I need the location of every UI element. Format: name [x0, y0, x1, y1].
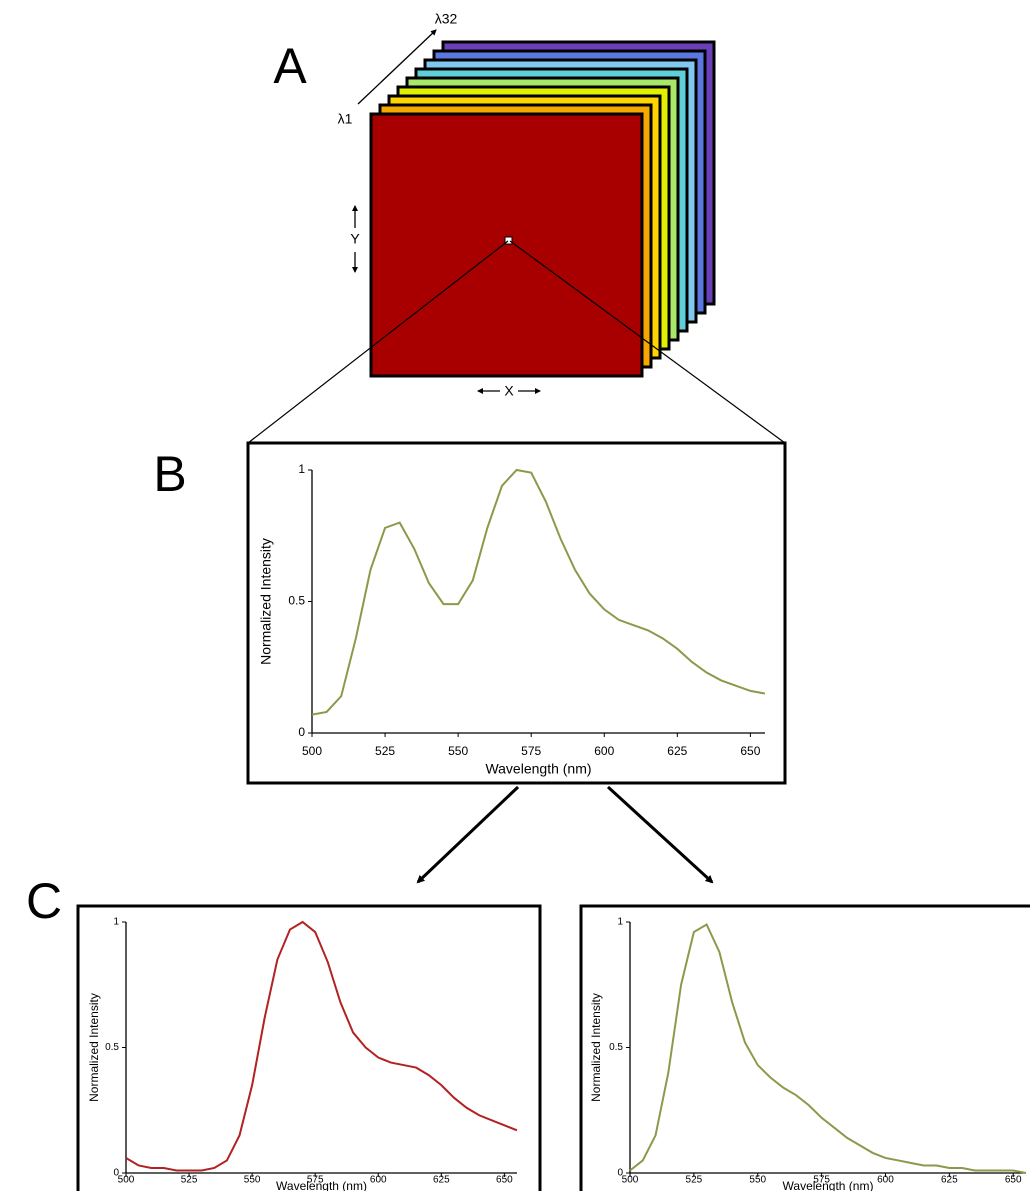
x-tick-label: 525 [375, 744, 395, 758]
x-tick-label: 650 [496, 1175, 513, 1186]
x-tick-label: 650 [740, 744, 760, 758]
x-tick-label: 600 [594, 744, 614, 758]
x-axis-title: Wavelength (nm) [276, 1179, 367, 1191]
pixel [504, 236, 513, 245]
axis-letter: X [504, 383, 514, 399]
x-tick-label: 525 [686, 1175, 703, 1186]
x-tick-label: 650 [1005, 1175, 1022, 1186]
zoom-line [247, 240, 509, 444]
y-tick-label: 0.5 [609, 1042, 623, 1053]
chart-frame [246, 441, 787, 785]
x-tick-label: 500 [118, 1175, 135, 1186]
data-line [125, 920, 518, 1172]
split-arrow [606, 785, 714, 884]
panel-label: B [153, 446, 186, 502]
panel-label: C [26, 873, 62, 929]
lambda-label: λ1 [338, 111, 353, 127]
chart-frame [76, 904, 542, 1191]
x-tick-label: 550 [749, 1175, 766, 1186]
front-image [369, 112, 644, 378]
data-line [311, 468, 766, 716]
y-tick-label: 1 [113, 917, 119, 928]
chart-frame [579, 904, 1030, 1191]
panel-label: A [273, 38, 307, 94]
lambda-label: λ32 [435, 11, 458, 27]
x-axis-title: Wavelength (nm) [783, 1179, 874, 1191]
x-tick-label: 600 [877, 1175, 894, 1186]
x-tick-label: 575 [521, 744, 541, 758]
y-tick-label: 0 [113, 1168, 119, 1179]
x-tick-label: 625 [667, 744, 687, 758]
y-tick-label: 0.5 [288, 594, 305, 608]
y-tick-label: 1 [298, 462, 305, 476]
split-arrow [416, 785, 520, 884]
x-tick-label: 525 [181, 1175, 198, 1186]
x-tick-label: 575 [813, 1175, 830, 1186]
x-tick-label: 550 [448, 744, 468, 758]
x-tick-label: 575 [307, 1175, 324, 1186]
x-tick-label: 600 [370, 1175, 387, 1186]
x-tick-label: 500 [302, 744, 322, 758]
zoom-line [509, 240, 786, 444]
y-axis-title: Normalized Intensity [87, 993, 101, 1102]
lambda-arrow [357, 29, 437, 105]
data-line [629, 923, 1027, 1174]
y-axis-title: Normalized Intensity [589, 993, 603, 1102]
x-axis-title: Wavelength (nm) [485, 761, 591, 777]
x-tick-label: 625 [433, 1175, 450, 1186]
y-axis-title: Normalized Intensity [258, 538, 274, 665]
x-tick-label: 625 [941, 1175, 958, 1186]
y-tick-label: 1 [617, 917, 623, 928]
y-tick-label: 0 [298, 725, 305, 739]
x-tick-label: 500 [622, 1175, 639, 1186]
y-tick-label: 0.5 [105, 1042, 119, 1053]
axis-letter: Y [350, 231, 360, 247]
x-tick-label: 550 [244, 1175, 261, 1186]
y-tick-label: 0 [617, 1168, 623, 1179]
